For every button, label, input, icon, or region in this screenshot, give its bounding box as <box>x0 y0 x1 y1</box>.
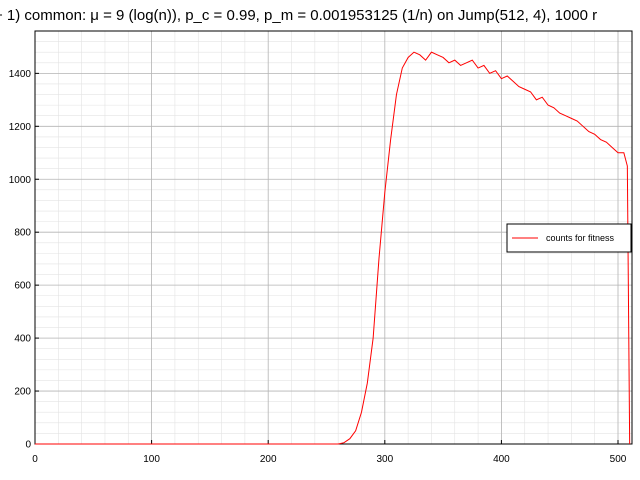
x-tick-label: 200 <box>260 454 277 465</box>
y-tick-label: 600 <box>14 281 31 292</box>
x-axis: 0 100 200 300 400 500 <box>32 440 627 465</box>
y-tick-label: 400 <box>14 334 31 345</box>
y-tick-label: 0 <box>25 440 31 451</box>
x-tick-label: 400 <box>493 454 510 465</box>
x-tick-label: 100 <box>143 454 160 465</box>
legend: counts for fitness <box>506 223 632 253</box>
y-tick-label: 1400 <box>9 69 32 80</box>
chart-title: + 1) common: μ = 9 (log(n)), p_c = 0.99,… <box>0 7 597 24</box>
y-axis: 0 200 400 600 800 1000 1200 1400 <box>9 69 39 451</box>
x-tick-label: 0 <box>32 454 38 465</box>
y-tick-label: 200 <box>14 387 31 398</box>
y-tick-label: 800 <box>14 228 31 239</box>
series-line-counts-for-fitness <box>35 51 631 445</box>
x-tick-label: 500 <box>610 454 627 465</box>
legend-label: counts for fitness <box>546 233 615 243</box>
y-tick-label: 1200 <box>9 122 32 133</box>
y-tick-label: 1000 <box>9 175 32 186</box>
x-tick-label: 300 <box>376 454 393 465</box>
